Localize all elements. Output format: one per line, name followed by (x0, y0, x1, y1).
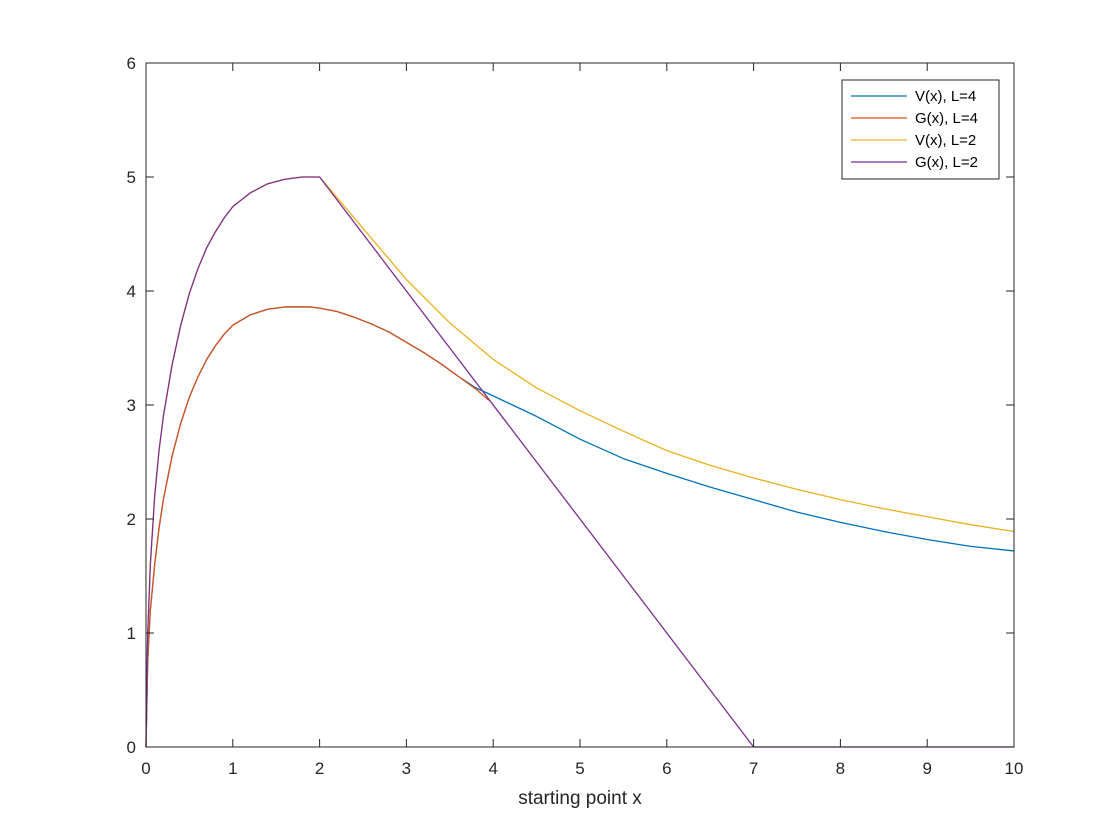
legend: V(x), L=4 G(x), L=4 V(x), L=2 G(x), L=2 (841, 79, 1000, 180)
x-tick-label: 6 (662, 759, 671, 778)
y-tick-label: 2 (127, 510, 136, 529)
legend-label-1: V(x), L=4 (915, 88, 976, 105)
y-tick-label: 0 (127, 738, 136, 757)
x-tick-label: 2 (315, 759, 324, 778)
x-tick-label: 9 (922, 759, 931, 778)
x-axis-label: starting point x (518, 788, 642, 809)
x-tick-label: 10 (1005, 759, 1024, 778)
legend-label-2: G(x), L=4 (915, 110, 978, 127)
x-tick-label: 4 (488, 759, 497, 778)
y-tick-label: 3 (127, 396, 136, 415)
series-lines (145, 176, 1015, 748)
y-tick-label: 4 (127, 282, 136, 301)
x-tick-label: 3 (402, 759, 411, 778)
series-line-2 (145, 306, 490, 748)
axis-ticks: 0 1 2 3 4 5 6 7 8 9 10 0 1 2 3 4 5 6 (127, 54, 1024, 778)
x-tick-label: 5 (575, 759, 584, 778)
y-tick-label: 1 (127, 624, 136, 643)
series-line-4 (145, 176, 1014, 748)
legend-label-4: G(x), L=2 (915, 154, 978, 171)
y-tick-label: 5 (127, 168, 136, 187)
y-tick-label: 6 (127, 54, 136, 73)
x-tick-label: 0 (141, 759, 150, 778)
x-tick-label: 7 (749, 759, 758, 778)
x-tick-label: 1 (228, 759, 237, 778)
legend-label-3: V(x), L=2 (915, 132, 976, 149)
x-tick-label: 8 (836, 759, 845, 778)
